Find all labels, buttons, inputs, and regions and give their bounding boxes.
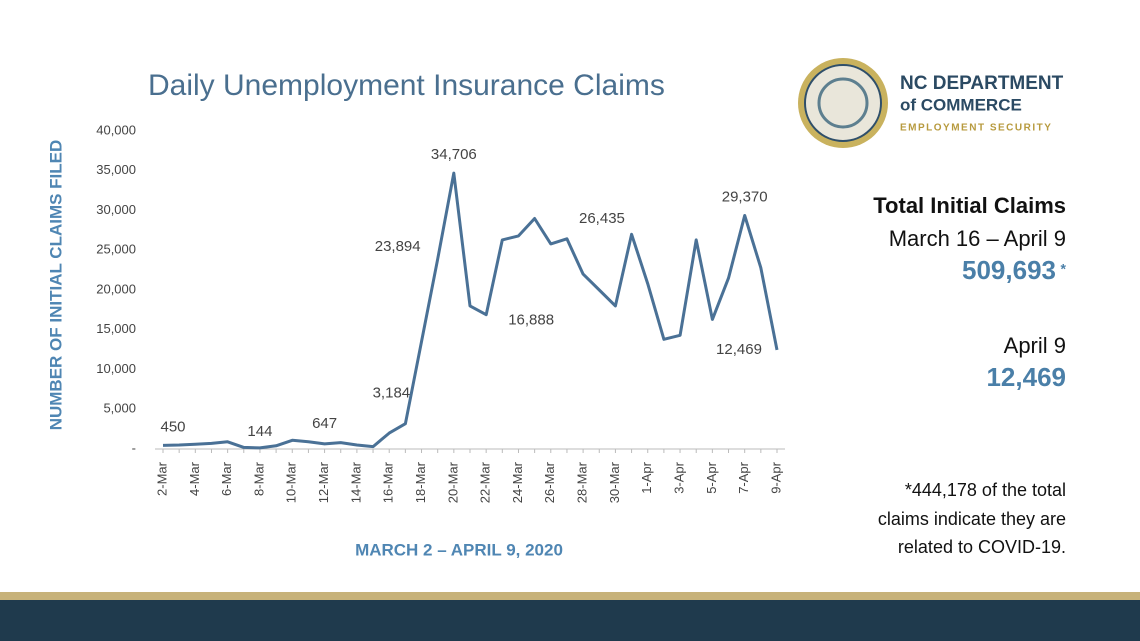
footer-stripe xyxy=(0,592,1140,600)
x-tick-label: 9-Apr xyxy=(768,461,783,493)
y-tick-label: 40,000 xyxy=(96,122,136,137)
x-tick-label: 22-Mar xyxy=(478,461,493,503)
y-tick-label: 20,000 xyxy=(96,281,136,296)
x-tick-label: 18-Mar xyxy=(413,461,428,503)
y-tick-label: - xyxy=(132,440,136,455)
y-tick-label: 35,000 xyxy=(96,162,136,177)
x-tick-label: 16-Mar xyxy=(381,461,396,503)
sidebar: Total Initial Claims March 16 – April 9 … xyxy=(873,193,1066,557)
seal-figure xyxy=(817,77,869,129)
y-tick-label: 30,000 xyxy=(96,202,136,217)
y-tick-label: 10,000 xyxy=(96,361,136,376)
sidebar-total: 509,693 xyxy=(962,255,1056,285)
logo-line: of COMMERCE xyxy=(900,95,1022,114)
data-label: 3,184 xyxy=(373,385,411,402)
data-label: 16,888 xyxy=(508,312,554,329)
chart-title: Daily Unemployment Insurance Claims xyxy=(148,69,665,102)
y-tick-label: 15,000 xyxy=(96,321,136,336)
seal-inner xyxy=(804,64,882,142)
data-label: 23,894 xyxy=(375,238,421,255)
sidebar-period: March 16 – April 9 xyxy=(889,226,1066,251)
logo-line: NC DEPARTMENT xyxy=(900,73,1064,94)
data-label: 144 xyxy=(247,423,272,440)
x-tick-label: 4-Mar xyxy=(187,461,202,496)
data-label: 29,370 xyxy=(722,188,768,205)
sidebar-total-mark: * xyxy=(1061,261,1067,277)
x-tick-label: 28-Mar xyxy=(575,461,590,503)
data-label: 12,469 xyxy=(716,341,762,358)
sidebar-day: April 9 xyxy=(1004,333,1066,358)
footnote-line: related to COVID-19. xyxy=(898,537,1066,557)
x-tick-label: 24-Mar xyxy=(510,461,525,503)
data-label: 647 xyxy=(312,415,337,432)
sidebar-day-total: 12,469 xyxy=(986,362,1066,392)
x-tick-label: 3-Apr xyxy=(671,461,686,493)
y-tick-label: 5,000 xyxy=(103,401,136,416)
x-tick-label: 8-Mar xyxy=(251,461,266,496)
data-label: 34,706 xyxy=(431,146,477,163)
sidebar-heading: Total Initial Claims xyxy=(873,193,1066,218)
logo: NC DEPARTMENT of COMMERCE EMPLOYMENT SEC… xyxy=(798,58,1064,148)
y-tick-label: 25,000 xyxy=(96,242,136,257)
footnote-line: *444,178 of the total xyxy=(905,480,1066,500)
x-tick-label: 10-Mar xyxy=(284,461,299,503)
series-line xyxy=(162,171,779,450)
x-tick-label: 14-Mar xyxy=(348,461,363,503)
y-axis-label: NUMBER OF INITIAL CLAIMS FILED xyxy=(46,140,65,431)
x-tick-label: 5-Apr xyxy=(704,461,719,493)
x-tick-label: 30-Mar xyxy=(607,461,622,503)
data-label: 26,435 xyxy=(579,210,625,227)
footnote-line: claims indicate they are xyxy=(878,509,1066,529)
x-tick-label: 7-Apr xyxy=(736,461,751,493)
data-label: 450 xyxy=(160,418,185,435)
x-axis-label: MARCH 2 – APRIL 9, 2020 xyxy=(355,540,563,559)
x-tick-label: 20-Mar xyxy=(445,461,460,503)
logo-line: EMPLOYMENT SECURITY xyxy=(900,123,1052,134)
x-tick-label: 2-Mar xyxy=(154,461,169,496)
x-tick-label: 26-Mar xyxy=(542,461,557,503)
x-tick-label: 1-Apr xyxy=(639,461,654,493)
footer-bar xyxy=(0,600,1140,641)
x-tick-label: 12-Mar xyxy=(316,461,331,503)
x-tick-label: 6-Mar xyxy=(219,461,234,496)
